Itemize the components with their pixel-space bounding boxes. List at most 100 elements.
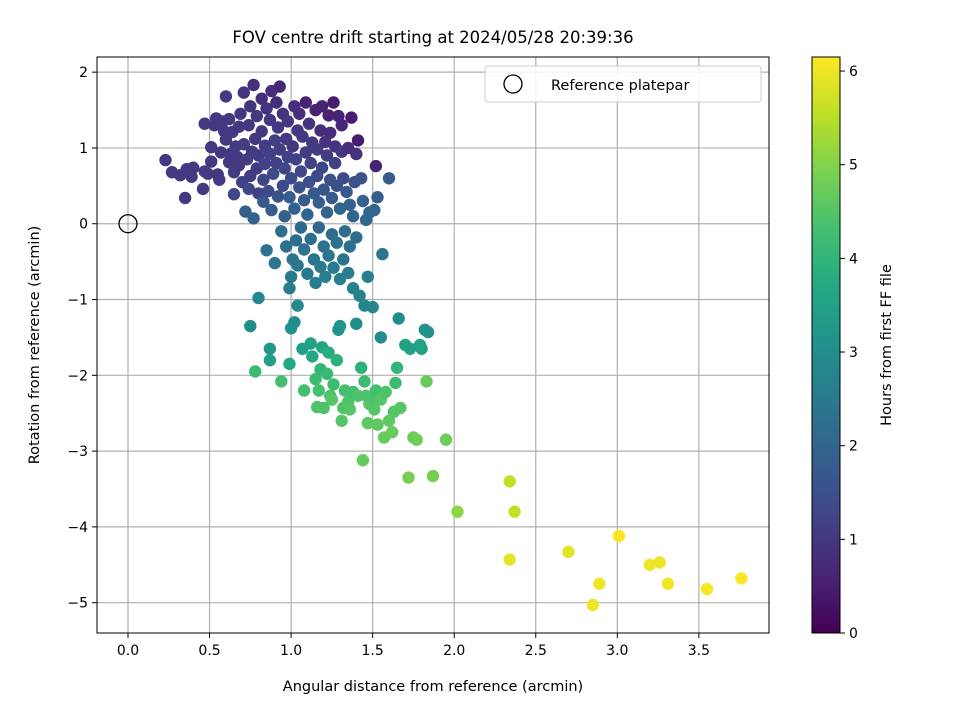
- x-tick-label: 1.0: [280, 643, 302, 659]
- data-point: [291, 259, 304, 272]
- data-point: [273, 143, 286, 156]
- data-point: [268, 256, 281, 270]
- data-point: [322, 109, 335, 122]
- data-point: [257, 173, 270, 186]
- data-point: [275, 375, 288, 388]
- data-point: [278, 162, 291, 175]
- data-point: [317, 401, 330, 415]
- data-point: [322, 346, 335, 359]
- data-point: [263, 147, 277, 161]
- data-point: [369, 159, 383, 173]
- colorbar-tick-label: 0: [849, 626, 858, 642]
- data-point: [337, 172, 350, 185]
- data-point: [353, 289, 366, 302]
- data-point: [271, 190, 285, 203]
- data-point: [371, 418, 384, 431]
- data-point: [356, 194, 370, 208]
- colorbar-tick-label: 6: [849, 64, 858, 80]
- data-point: [325, 393, 339, 406]
- data-point: [232, 120, 246, 133]
- x-axis-ticks: 0.0 0.5 1.0 1.5 2.0 2.5 3.0 3.5: [117, 633, 710, 659]
- data-point: [394, 401, 407, 415]
- data-point: [214, 146, 228, 159]
- data-point: [284, 172, 298, 185]
- data-point: [257, 195, 270, 208]
- data-point: [324, 126, 337, 139]
- data-point: [237, 138, 250, 151]
- data-point: [320, 367, 334, 380]
- data-point: [376, 247, 389, 261]
- data-point: [355, 361, 368, 374]
- x-tick-label: 0.0: [117, 643, 139, 659]
- data-point: [288, 202, 301, 215]
- data-point: [343, 240, 356, 253]
- y-tick-label: 1: [79, 141, 88, 157]
- data-point: [278, 210, 291, 223]
- data-point: [187, 161, 200, 174]
- data-point: [244, 319, 257, 333]
- data-point: [306, 350, 319, 363]
- legend-box: [484, 65, 762, 103]
- data-point: [219, 90, 233, 103]
- data-point: [301, 208, 314, 221]
- data-point: [263, 354, 277, 367]
- x-tick-label: 1.5: [362, 643, 384, 659]
- y-tick-label: −3: [67, 444, 88, 460]
- data-point: [276, 179, 290, 192]
- data-point: [368, 203, 381, 217]
- data-point: [288, 316, 301, 329]
- data-point: [301, 267, 314, 280]
- data-point: [366, 300, 379, 314]
- data-point: [335, 119, 348, 132]
- colorbar-tick-label: 2: [849, 439, 858, 455]
- data-point: [351, 134, 365, 147]
- data-point: [252, 149, 265, 162]
- y-axis-ticks: −5 −4 −3 −2 −1 0 1 2: [67, 65, 97, 612]
- data-point: [320, 149, 334, 162]
- data-point: [255, 92, 268, 105]
- data-point: [333, 319, 347, 333]
- data-point: [304, 232, 317, 246]
- legend-marker: [503, 74, 523, 94]
- data-point: [273, 80, 286, 93]
- data-point: [392, 312, 405, 325]
- legend: Reference platepar: [484, 65, 762, 103]
- data-point: [327, 378, 340, 391]
- data-point: [369, 384, 383, 397]
- y-axis-label: Rotation from reference (arcmin): [27, 226, 43, 465]
- data-point: [159, 153, 172, 167]
- data-point: [294, 165, 308, 178]
- data-point: [368, 403, 381, 416]
- y-tick-label: −2: [67, 368, 88, 384]
- data-point: [205, 141, 218, 154]
- data-point: [304, 156, 317, 170]
- data-point: [268, 134, 281, 147]
- data-point: [320, 206, 334, 219]
- data-point: [653, 556, 666, 569]
- reference-platepar-marker: [118, 214, 138, 234]
- x-axis-label: Angular distance from reference (arcmin): [283, 679, 583, 695]
- grid: [97, 57, 769, 633]
- x-tick-label: 3.5: [688, 643, 710, 659]
- data-point: [289, 153, 303, 166]
- data-point: [260, 244, 273, 257]
- data-point: [361, 270, 374, 283]
- data-point: [307, 187, 321, 200]
- y-tick-label: −4: [67, 520, 88, 536]
- data-point: [227, 188, 241, 201]
- data-point: [389, 376, 402, 390]
- data-point: [297, 384, 311, 397]
- plot-frame: [96, 56, 770, 634]
- data-point: [294, 221, 308, 234]
- data-point: [297, 243, 311, 256]
- data-point: [346, 210, 360, 223]
- x-tick-label: 2.0: [443, 643, 465, 659]
- data-point: [350, 147, 363, 161]
- colorbar-tick-label: 5: [849, 158, 858, 174]
- data-point: [415, 342, 428, 355]
- data-point: [299, 96, 312, 109]
- data-point: [267, 167, 280, 180]
- data-point: [503, 475, 516, 488]
